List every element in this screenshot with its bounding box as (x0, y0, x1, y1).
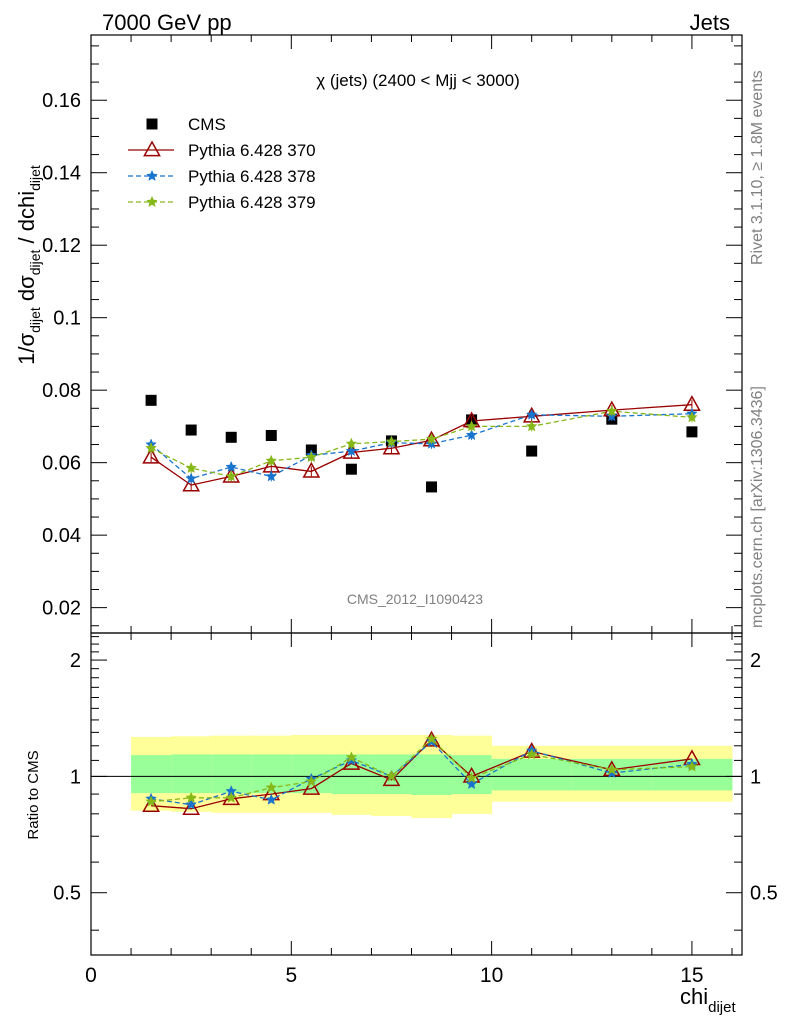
ratio-point-2 (425, 732, 438, 744)
legend-label: Pythia 6.428 378 (188, 167, 316, 186)
point-star-2 (225, 460, 238, 472)
ratio-line-2 (151, 738, 692, 803)
point-star-3 (425, 432, 438, 445)
y-tick-label: 0.08 (42, 380, 81, 402)
point-star-3 (345, 437, 358, 449)
ratio-point-0 (182, 799, 201, 816)
ratio-y-tick-label-right: 0.5 (750, 883, 778, 905)
band-green (171, 754, 212, 794)
ratio-y-tick-label-right: 1 (750, 766, 761, 788)
legend-marker (146, 195, 158, 207)
chart-title: χ (jets) (2400 < Mjj < 3000) (316, 71, 520, 90)
y-tick-label: 0.04 (42, 525, 81, 547)
point-star-2 (345, 444, 358, 457)
point-star-3 (265, 454, 278, 466)
ratio-point-2 (265, 781, 278, 793)
point-triangle-1 (302, 461, 321, 478)
watermark: CMS_2012_I1090423 (347, 591, 483, 607)
ratio-line-1 (151, 740, 692, 806)
ratio-y-tick-label: 2 (70, 650, 81, 672)
point-star-2 (525, 408, 538, 420)
legend-label: Pythia 6.428 379 (188, 193, 316, 212)
ratio-y-axis-label: Ratio to CMS (25, 750, 42, 839)
ratio-y-tick-label: 0.5 (53, 883, 81, 905)
legend-label: CMS (188, 115, 226, 134)
legend: CMS Pythia 6.428 370 Pythia 6.428 378 Pythi… (128, 115, 316, 212)
point-star-3 (525, 420, 538, 432)
legend-marker (146, 169, 158, 181)
point-star-3 (145, 442, 157, 454)
ratio-point-1 (265, 793, 278, 805)
ratio-point-0 (422, 730, 441, 747)
mcplots-label: mcplots.cern.ch [arXiv:1306.3436] (749, 386, 766, 628)
x-tick-label: 5 (285, 964, 297, 987)
ratio-point-2 (225, 791, 238, 803)
point-triangle-1 (182, 475, 201, 492)
header-right: Jets (690, 10, 730, 35)
legend-marker (146, 118, 158, 130)
ratio-y-tick-label: 1 (70, 766, 81, 788)
main-y-axis-label: 1/σdijet dσdijet / dchidijet (14, 165, 43, 365)
x-axis-label: chidijet (680, 984, 736, 1016)
point-star-2 (465, 428, 478, 441)
point-square-0 (265, 429, 277, 441)
legend-label: Pythia 6.428 370 (188, 141, 316, 160)
ratio-point-1 (465, 777, 478, 790)
main-panel: 0.02 0.04 0.06 0.08 0.1 0.12 0.14 0.16 (42, 34, 743, 634)
ratio-panel: 0 5 10 15 0.5 0.5 1 1 2 2 (53, 632, 778, 987)
svg-text:1/σdijet dσdijet / dchidijet: 1/σdijet dσdijet / dchidijet (14, 165, 43, 365)
y-tick-label: 0.16 (42, 90, 81, 112)
ratio-point-1 (185, 798, 197, 810)
point-star-3 (465, 420, 478, 432)
rivet-label: Rivet 3.1.10, ≥ 1.8M events (749, 70, 766, 265)
ratio-point-2 (385, 770, 398, 782)
point-square-0 (225, 431, 237, 443)
band-green (411, 754, 453, 796)
point-star-3 (185, 461, 197, 474)
point-star-2 (265, 470, 278, 482)
point-square-0 (526, 445, 538, 457)
ratio-y-tick-label-right: 2 (750, 650, 761, 672)
point-square-0 (345, 463, 357, 475)
x-tick-label: 10 (480, 964, 503, 987)
point-square-0 (145, 394, 157, 406)
point-star-3 (605, 405, 618, 417)
point-square-0 (426, 481, 438, 493)
ratio-point-2 (686, 760, 698, 772)
point-star-3 (225, 470, 238, 482)
header-left: 7000 GeV pp (102, 10, 232, 35)
ratio-point-2 (345, 751, 358, 763)
y-tick-label: 0.06 (42, 453, 81, 475)
x-tick-label: 15 (680, 964, 703, 987)
point-square-0 (686, 426, 698, 438)
ratio-point-2 (185, 791, 197, 803)
point-square-0 (185, 424, 197, 436)
legend-marker (143, 140, 161, 157)
ratio-point-0 (302, 779, 321, 795)
ratio-point-2 (605, 763, 618, 775)
x-tick-label: 0 (85, 964, 97, 987)
ratio-point-0 (142, 796, 160, 813)
ratio-point-2 (305, 775, 318, 787)
y-tick-label: 0.12 (42, 235, 81, 257)
band-green (491, 758, 573, 791)
point-triangle-1 (382, 438, 401, 455)
series-line-2 (150, 413, 692, 480)
point-star-3 (686, 411, 698, 423)
svg-text:chidijet: chidijet (680, 984, 736, 1016)
band-green (131, 755, 172, 794)
ratio-point-2 (465, 771, 478, 784)
ratio-point-0 (382, 770, 401, 787)
point-star-3 (385, 435, 398, 447)
y-tick-label: 0.14 (42, 163, 81, 185)
y-tick-label: 0.1 (53, 308, 81, 330)
ratio-point-2 (145, 795, 157, 807)
point-triangle-1 (342, 442, 361, 459)
point-star-3 (305, 451, 318, 463)
point-triangle-1 (142, 447, 160, 464)
point-star-2 (185, 472, 197, 484)
y-tick-label: 0.02 (42, 598, 81, 620)
ratio-point-2 (525, 748, 538, 760)
